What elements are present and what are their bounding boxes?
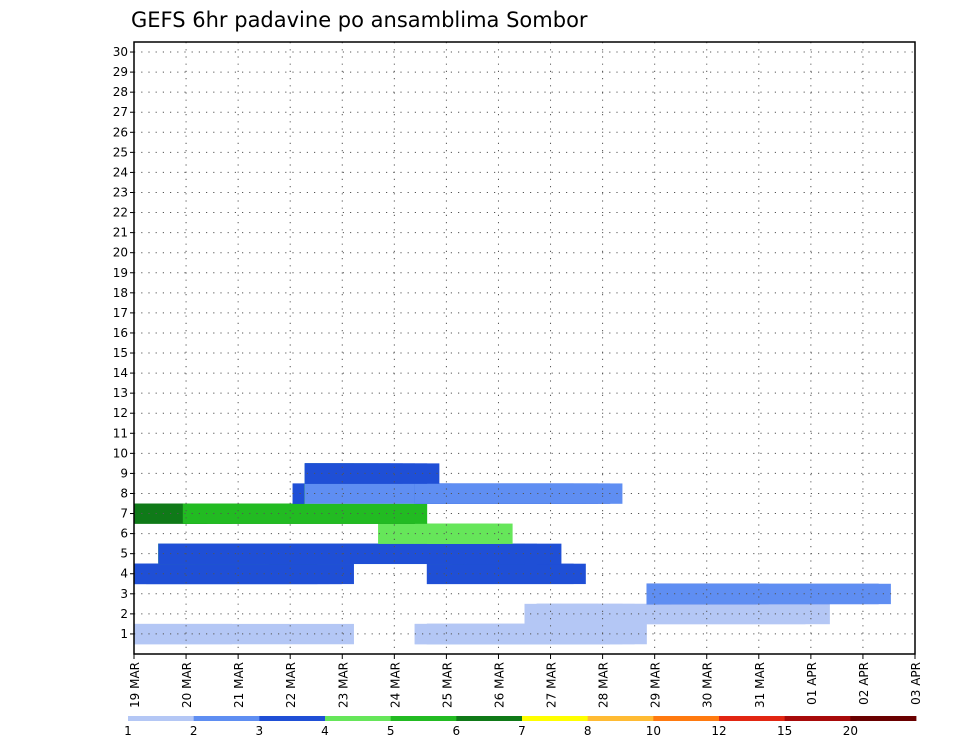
colorbar-label: 20	[843, 724, 858, 738]
y-tick-label: 30	[113, 45, 128, 59]
colorbar-swatch	[784, 716, 851, 721]
heatmap-cell	[426, 563, 586, 585]
x-tick-label: 29 MAR	[649, 662, 663, 708]
x-tick-label: 03 APR	[909, 662, 923, 705]
heatmap-cell	[426, 523, 513, 544]
colorbar-label: 4	[321, 724, 329, 738]
y-tick-label: 18	[113, 286, 128, 300]
colorbar-swatch	[850, 716, 917, 721]
heatmap-cells	[134, 463, 891, 645]
y-tick-label: 25	[113, 145, 128, 159]
heatmap-cell	[134, 563, 354, 585]
colorbar-label: 8	[584, 724, 592, 738]
colorbar-swatch	[456, 716, 523, 721]
y-tick-label: 21	[113, 226, 128, 240]
chart-title: GEFS 6hr padavine po ansamblima Sombor	[131, 8, 588, 32]
x-tick-label: 30 MAR	[701, 662, 715, 708]
y-tick-label: 5	[120, 547, 128, 561]
x-tick-label: 22 MAR	[284, 662, 298, 708]
x-axis: 19 MAR 20 MAR 21 MAR 22 MAR 23 MAR 24 MAR 25 M…	[128, 654, 923, 708]
y-tick-label: 23	[113, 185, 128, 199]
heatmap-cell	[134, 623, 354, 645]
x-tick-label: 26 MAR	[492, 662, 506, 708]
plot-frame	[133, 41, 916, 655]
colorbar-label: 2	[190, 724, 198, 738]
x-tick-label: 19 MAR	[128, 662, 142, 708]
colorbar: 1 2 3 4 5 6 7 8 10 12 15 20	[124, 716, 917, 738]
y-tick-label: 16	[113, 326, 128, 340]
y-tick-label: 9	[120, 466, 128, 480]
colorbar-swatch	[128, 716, 195, 721]
y-tick-label: 15	[113, 346, 128, 360]
grid-lines	[134, 42, 915, 654]
colorbar-swatch	[390, 716, 457, 721]
y-tick-label: 3	[120, 587, 128, 601]
y-tick-label: 12	[113, 406, 128, 420]
y-tick-label: 1	[120, 627, 128, 641]
y-tick-label: 17	[113, 306, 128, 320]
colorbar-label: 5	[387, 724, 395, 738]
x-tick-label: 27 MAR	[545, 662, 559, 708]
colorbar-swatch	[522, 716, 589, 721]
colorbar-swatch	[653, 716, 720, 721]
x-tick-label: 25 MAR	[440, 662, 454, 708]
colorbar-label: 10	[646, 724, 661, 738]
heatmap-cell	[158, 543, 562, 565]
y-tick-label: 14	[113, 366, 128, 380]
y-tick-label: 6	[120, 527, 128, 541]
y-tick-label: 26	[113, 125, 128, 139]
y-tick-label: 28	[113, 85, 128, 99]
y-tick-label: 13	[113, 386, 128, 400]
y-tick-label: 19	[113, 266, 128, 280]
y-tick-label: 11	[113, 426, 128, 440]
x-tick-label: 21 MAR	[232, 662, 246, 708]
y-tick-label: 27	[113, 105, 128, 119]
colorbar-swatch	[325, 716, 392, 721]
x-tick-label: 23 MAR	[336, 662, 350, 708]
colorbar-label: 1	[124, 724, 132, 738]
x-tick-label: 28 MAR	[597, 662, 611, 708]
heatmap-cell	[182, 503, 428, 524]
heatmap-cell	[426, 623, 647, 645]
y-tick-label: 8	[120, 486, 128, 500]
y-tick-label: 22	[113, 206, 128, 220]
colorbar-label: 15	[777, 724, 792, 738]
x-tick-label: 01 APR	[805, 662, 819, 705]
y-tick-label: 4	[120, 567, 128, 581]
x-tick-label: 20 MAR	[180, 662, 194, 708]
x-tick-label: 02 APR	[857, 662, 871, 705]
heatmap-cell	[414, 483, 623, 504]
x-tick-label: 31 MAR	[753, 662, 767, 708]
colorbar-label: 7	[518, 724, 526, 738]
y-tick-label: 10	[113, 446, 128, 460]
colorbar-swatch	[193, 716, 260, 721]
y-tick-label: 7	[120, 507, 128, 521]
colorbar-label: 3	[256, 724, 264, 738]
colorbar-swatch	[719, 716, 786, 721]
x-tick-label: 24 MAR	[388, 662, 402, 708]
y-axis: 1234567891011121314151617181920212223242…	[113, 45, 134, 641]
y-tick-label: 29	[113, 65, 128, 79]
colorbar-label: 12	[711, 724, 726, 738]
colorbar-swatch	[259, 716, 326, 721]
y-tick-label: 24	[113, 165, 128, 179]
colorbar-label: 6	[453, 724, 461, 738]
y-tick-label: 20	[113, 246, 128, 260]
y-tick-label: 2	[120, 607, 128, 621]
colorbar-swatch	[587, 716, 654, 721]
heatmap-cell	[573, 603, 830, 625]
heatmap-cell	[378, 523, 415, 544]
